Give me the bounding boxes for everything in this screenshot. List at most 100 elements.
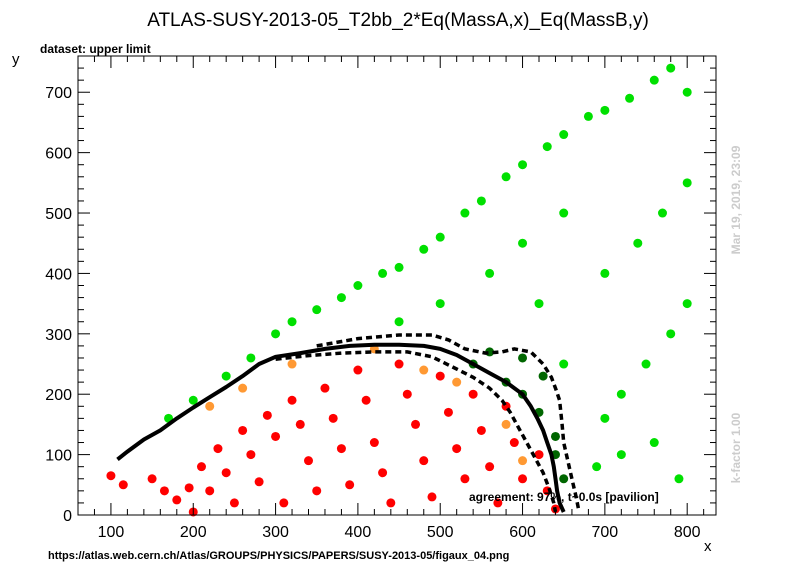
contour-layer [116,333,581,513]
excluded-point [386,498,396,508]
excluded-point [361,395,371,405]
excluded-point [213,444,223,454]
excluded-point [262,410,272,420]
x-tick-label: 300 [262,524,289,541]
allowed-point [485,268,495,278]
excluded-point [147,474,157,484]
x-tick-label: 100 [98,524,125,541]
allowed-point [435,232,445,242]
allowed-point [674,474,684,484]
exclusion-contour-lower [275,350,558,513]
excluded-point [205,486,215,496]
allowed-point [625,93,635,103]
allowed-point [559,208,569,218]
excluded-point [378,468,388,478]
allowed-point [460,208,470,218]
allowed-point [188,395,198,405]
excluded-point [106,471,116,481]
excluded-point [184,483,194,493]
allowed-point [378,268,388,278]
near-boundary-allowed-point [550,431,560,441]
near-boundary-allowed-point [559,474,569,484]
excluded-point [427,492,437,502]
excluded-point [287,395,297,405]
x-tick-label: 500 [427,524,454,541]
allowed-point [600,413,610,423]
allowed-point [649,438,659,448]
near-boundary-allowed-point [518,353,528,363]
near-boundary-excluded-point [205,401,215,411]
excluded-point [304,456,314,466]
excluded-point [312,486,322,496]
excluded-point [320,383,330,393]
excluded-point [476,425,486,435]
near-boundary-excluded-point [518,456,528,466]
near-boundary-excluded-point [419,365,429,375]
allowed-point [641,359,651,369]
allowed-point [682,299,692,309]
excluded-point [345,480,355,490]
allowed-point [682,178,692,188]
excluded-point [435,371,445,381]
excluded-point [443,407,453,417]
y-tick-label: 0 [63,508,72,525]
excluded-point [221,468,231,478]
excluded-point [279,498,289,508]
near-boundary-excluded-point [501,419,511,429]
allowed-point [394,262,404,272]
excluded-point [159,486,169,496]
allowed-point [312,305,322,315]
excluded-point [485,462,495,472]
allowed-point [542,142,552,152]
y-axis-label: y [12,51,20,68]
allowed-point [600,105,610,115]
allowed-point [616,389,626,399]
excluded-point [468,389,478,399]
allowed-point [419,244,429,254]
allowed-point [336,293,346,303]
allowed-point [476,196,486,206]
allowed-point [221,371,231,381]
agreement-label: agreement: 97%, t~0.0s [pavilion] [469,490,659,504]
allowed-point [649,75,659,85]
y-tick-label: 500 [45,206,72,223]
excluded-point [369,438,379,448]
allowed-point [583,111,593,121]
allowed-point [394,317,404,327]
allowed-point [501,172,511,182]
allowed-point [353,281,363,290]
y-tick-label: 200 [45,387,72,404]
excluded-point [394,359,404,369]
allowed-point [600,268,610,278]
allowed-point [435,299,445,309]
y-tick-label: 700 [45,85,72,102]
plot-frame [77,55,717,516]
excluded-point [460,474,470,484]
y-tick-label: 600 [45,146,72,163]
excluded-point [295,419,305,429]
x-tick-label: 800 [674,524,701,541]
exclusion-contour-observed [116,342,566,513]
excluded-point [402,389,412,399]
excluded-point [534,450,544,460]
excluded-point [238,425,248,435]
allowed-point [559,359,569,369]
allowed-point [246,353,256,363]
excluded-point [229,498,239,508]
excluded-point [353,365,363,375]
excluded-point [419,456,429,466]
allowed-point [559,130,569,140]
allowed-point [633,238,643,248]
x-tick-label: 600 [509,524,536,541]
y-tick-label: 400 [45,266,72,283]
excluded-point [172,495,182,505]
excluded-point [336,444,346,454]
excluded-point [452,444,462,454]
chart-title: ATLAS-SUSY-2013-05_T2bb_2*Eq(MassA,x)_Eq… [147,10,649,31]
allowed-point [666,329,676,339]
near-boundary-excluded-point [287,359,297,369]
allowed-point [616,450,626,460]
x-axis-label: x [704,538,712,555]
near-boundary-excluded-point [238,383,248,393]
